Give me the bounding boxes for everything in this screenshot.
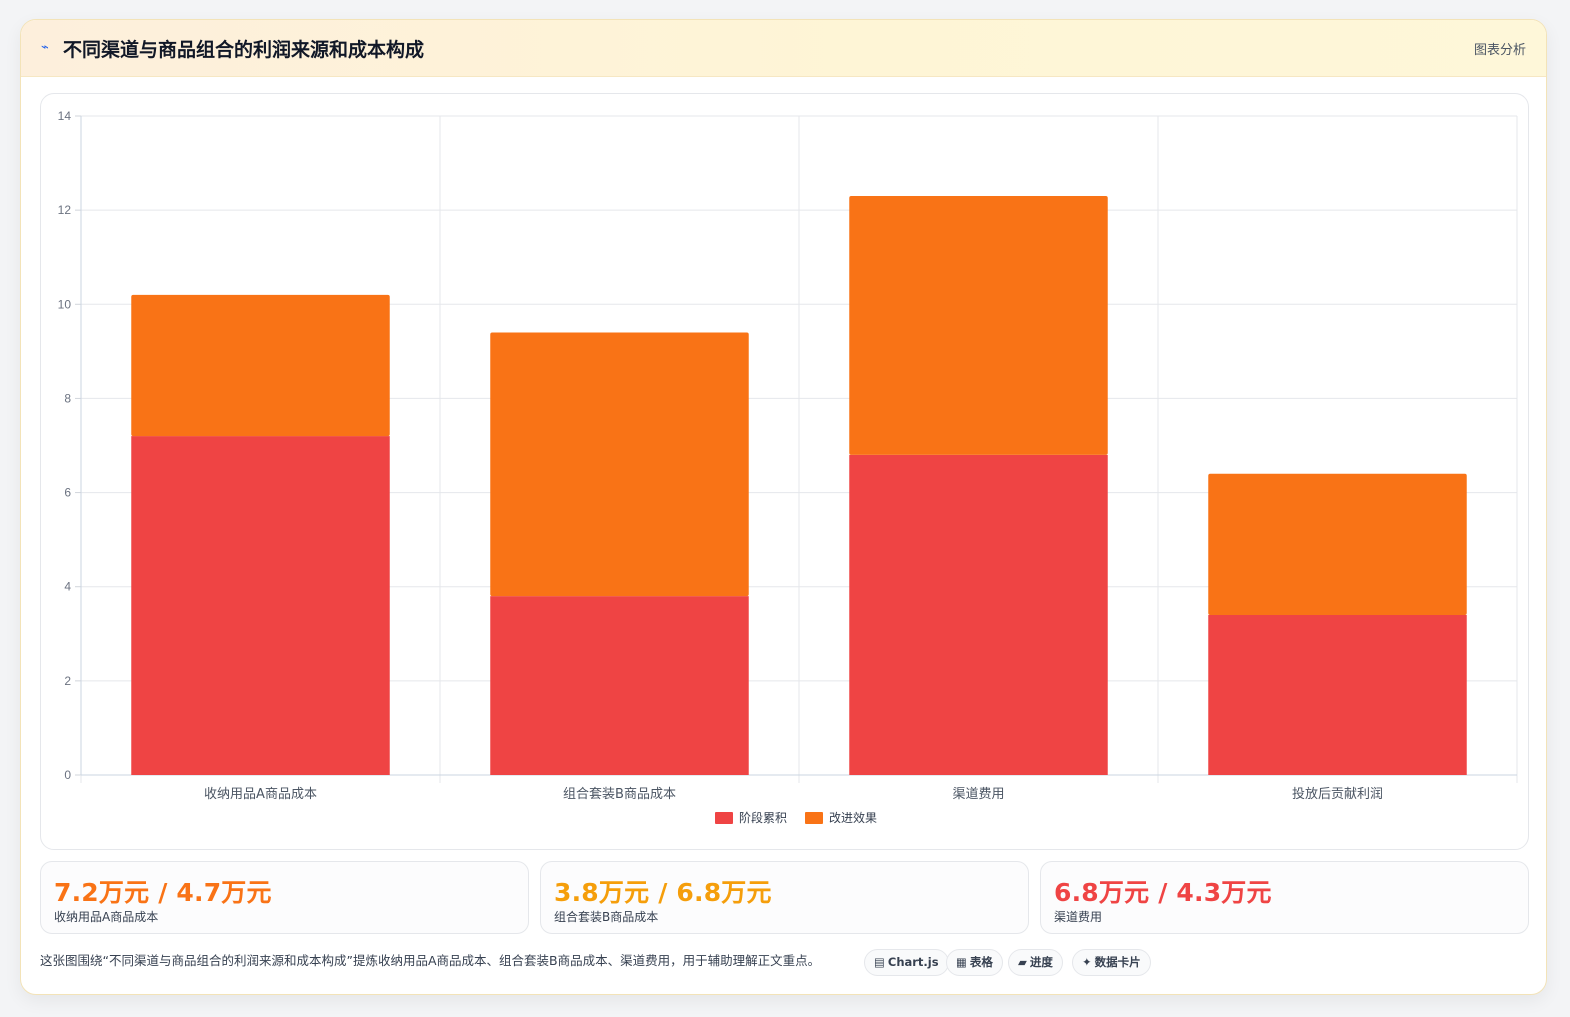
bar-segment [490,596,749,775]
bar-segment [1208,614,1467,775]
bar-segment [849,454,1108,775]
chart-description: 这张图围绕“不同渠道与商品组合的利润来源和成本构成”提炼收纳用品A商品成本、组合… [40,953,821,968]
stat-card-3: 6.8万元 / 4.3万元 渠道费用 [1040,861,1529,934]
pill-label: 数据卡片 [1094,955,1141,969]
bar-segment [849,196,1108,455]
stat-label: 渠道费用 [1054,910,1103,924]
bar-segment [1208,473,1467,615]
table-icon: ▦ [956,955,967,969]
x-tick-label: 组合套装B商品成本 [563,786,676,802]
legend-label: 阶段累积 [739,810,787,825]
chart-icon: ▤ [874,955,885,969]
x-tick-label: 渠道费用 [952,787,1004,802]
y-tick-label: 12 [58,203,72,217]
chart-title: 不同渠道与商品组合的利润来源和成本构成 [63,39,425,61]
stat-card-2: 3.8万元 / 6.8万元 组合套装B商品成本 [540,861,1029,934]
pill-label: Chart.js [887,955,939,969]
pill-label: 表格 [969,955,993,969]
stat-value: 3.8万元 / 6.8万元 [554,878,772,907]
chart-card: ⌁ 不同渠道与商品组合的利润来源和成本构成 图表分析 0 2 4 6 8 10 12 14 收纳… [20,19,1547,995]
chart-line-icon: ⌁ [41,40,49,55]
y-tick-label: 0 [64,768,71,782]
y-tick-label: 2 [64,674,71,688]
chart-analysis-tag: 图表分析 [1473,43,1526,58]
pill-chartjs[interactable]: ▤ Chart.js [864,949,949,976]
pill-label: 进度 [1029,955,1053,969]
pill-data-card[interactable]: ✦ 数据卡片 [1072,949,1151,976]
pill-progress[interactable]: ▰ 进度 [1008,949,1063,976]
bar-segment [490,332,749,597]
legend-label: 改进效果 [829,810,877,825]
stat-card-1: 7.2万元 / 4.7万元 收纳用品A商品成本 [40,861,529,934]
y-tick-label: 14 [58,109,72,123]
x-tick-label: 投放后贡献利润 [1292,786,1383,802]
stat-value: 6.8万元 / 4.3万元 [1054,878,1272,907]
y-tick-label: 6 [64,486,71,500]
legend-swatch [715,812,733,824]
sparkle-icon: ✦ [1082,955,1092,969]
bar-segment [131,294,390,437]
bar-segment [131,436,390,775]
bar-chart: 0 2 4 6 8 10 12 14 收纳用品A商品成本 组合套装B商品成本 渠道费用 投放后贡献利润… [58,109,1518,825]
card-header: ⌁ 不同渠道与商品组合的利润来源和成本构成 图表分析 [21,20,1546,77]
stat-value: 7.2万元 / 4.7万元 [54,878,272,907]
chart-container: 0 2 4 6 8 10 12 14 收纳用品A商品成本 组合套装B商品成本 渠道费用 投放后贡献利润… [40,93,1529,850]
stat-label: 收纳用品A商品成本 [54,910,159,924]
progress-icon: ▰ [1018,955,1027,969]
pill-table[interactable]: ▦ 表格 [946,949,1003,976]
stat-label: 组合套装B商品成本 [554,910,659,924]
y-tick-label: 10 [58,297,72,311]
y-tick-label: 4 [64,580,71,594]
legend-swatch [805,812,823,824]
y-tick-label: 8 [64,391,71,405]
x-tick-label: 收纳用品A商品成本 [204,787,317,802]
